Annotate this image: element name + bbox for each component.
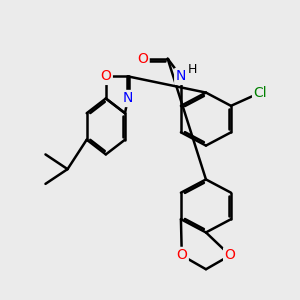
Text: O: O bbox=[137, 52, 148, 66]
Text: O: O bbox=[225, 248, 236, 262]
Text: Cl: Cl bbox=[254, 85, 267, 100]
Text: H: H bbox=[188, 62, 197, 76]
Text: N: N bbox=[176, 69, 186, 83]
Text: O: O bbox=[176, 248, 187, 262]
Text: N: N bbox=[123, 92, 133, 106]
Text: O: O bbox=[100, 69, 111, 83]
